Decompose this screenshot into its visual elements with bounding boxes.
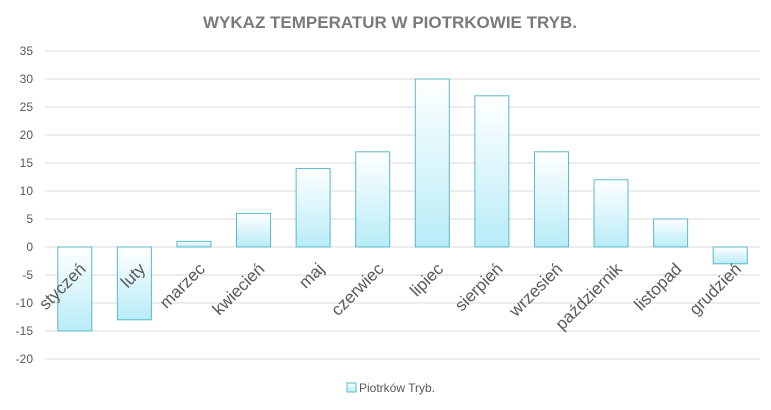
bar — [176, 240, 212, 248]
category-label: grudzień — [685, 259, 745, 319]
y-tick-label: 25 — [20, 100, 34, 114]
bar — [712, 246, 748, 265]
category-label: listopad — [631, 259, 686, 314]
category-label: sierpień — [451, 259, 507, 315]
bar — [57, 246, 93, 332]
bar — [474, 95, 510, 248]
category-label: wrzesień — [505, 259, 567, 321]
bar — [355, 151, 391, 248]
y-axis-ticks: 35 30 25 20 15 10 5 0 -5 -10 -15 -20 — [16, 44, 34, 366]
y-tick-label: 5 — [26, 212, 33, 226]
category-label: czerwiec — [327, 259, 388, 320]
category-label: maj — [295, 259, 328, 292]
category-label: kwiecień — [209, 259, 269, 319]
chart-title: WYKAZ TEMPERATUR W PIOTRKOWIE TRYB. — [203, 13, 577, 32]
bar — [593, 179, 629, 248]
y-tick-label: 0 — [26, 240, 33, 254]
y-tick-label: 30 — [20, 72, 34, 86]
bar — [295, 168, 331, 248]
category-label: marzec — [156, 259, 209, 312]
y-tick-label: 20 — [20, 128, 34, 142]
y-tick-label: -15 — [16, 324, 34, 338]
bar — [414, 78, 450, 248]
bars — [57, 78, 748, 332]
legend-entry: Piotrków Tryb. — [359, 381, 435, 395]
bar — [236, 212, 272, 248]
y-tick-label: -10 — [16, 296, 34, 310]
category-label: lipiec — [406, 259, 447, 300]
y-tick-label: 10 — [20, 184, 34, 198]
y-tick-label: 15 — [20, 156, 34, 170]
y-tick-label: 35 — [20, 44, 34, 58]
bar — [116, 246, 152, 321]
bar — [653, 218, 689, 248]
gridlines — [45, 50, 760, 360]
legend-swatch — [346, 382, 357, 393]
y-tick-label: -20 — [16, 352, 34, 366]
legend: Piotrków Tryb. — [346, 381, 435, 395]
bar — [533, 151, 569, 248]
y-tick-label: -5 — [22, 268, 33, 282]
